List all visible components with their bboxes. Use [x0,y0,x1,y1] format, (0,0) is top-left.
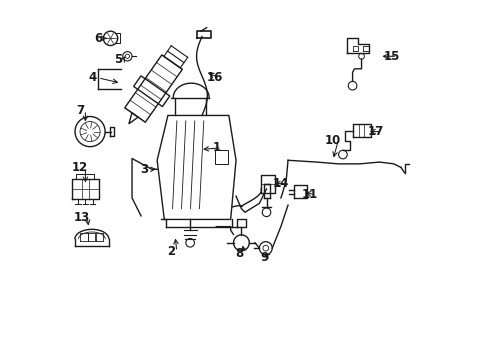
Text: 1: 1 [212,141,220,154]
Text: 10: 10 [325,134,341,147]
Text: 17: 17 [368,125,384,138]
Text: 12: 12 [72,161,88,174]
Text: 14: 14 [272,177,289,190]
Text: 4: 4 [89,71,97,84]
Text: 7: 7 [76,104,84,117]
Text: 13: 13 [74,211,90,224]
Text: 15: 15 [384,50,400,63]
Text: 5: 5 [114,53,122,66]
Text: 9: 9 [261,251,269,264]
Text: 6: 6 [94,32,102,45]
Text: 3: 3 [141,163,148,176]
Text: 2: 2 [168,245,175,258]
Text: 8: 8 [236,247,244,260]
Text: 16: 16 [206,71,223,84]
Text: 11: 11 [301,188,318,201]
